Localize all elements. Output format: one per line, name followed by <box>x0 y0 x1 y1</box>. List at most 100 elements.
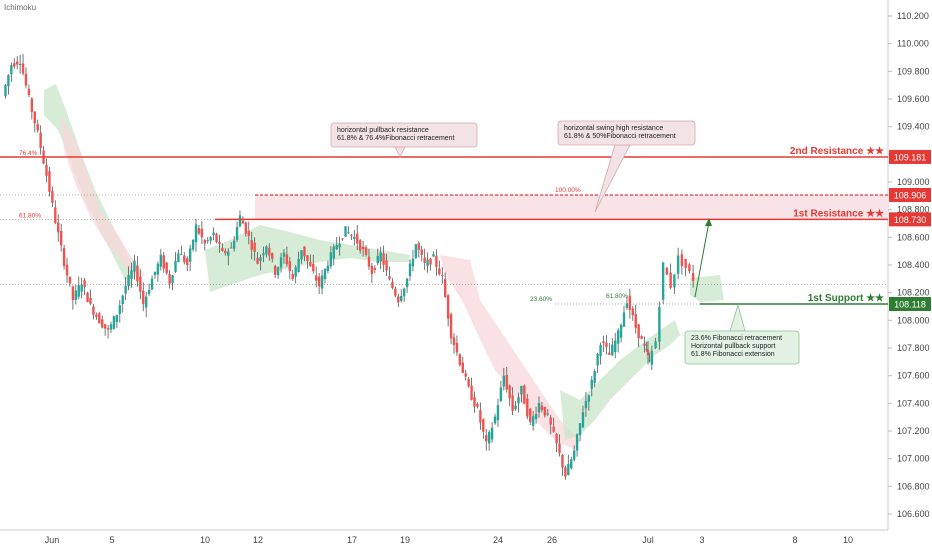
candle-down <box>39 132 42 149</box>
note-swing-high-line: 61.8% & 50%Fibonacci retracement <box>564 133 676 140</box>
candle-down <box>13 63 16 67</box>
candle-up <box>517 397 520 404</box>
candle-up <box>584 401 588 409</box>
candle-up <box>567 464 570 476</box>
candle-down <box>268 247 271 256</box>
x-tick-label: 19 <box>400 535 410 545</box>
candle-down <box>215 233 218 242</box>
candle-up <box>414 244 418 258</box>
candle-up <box>212 232 215 236</box>
candle-down <box>684 258 687 269</box>
candle-down <box>631 308 635 316</box>
y-tick-label: 107.600 <box>897 371 930 381</box>
candle-up <box>10 65 13 75</box>
candle-down <box>197 228 201 234</box>
candle-up <box>191 239 195 250</box>
second-resistance-badge-value: 109.181 <box>894 152 927 162</box>
projection-arrow-head <box>705 218 712 226</box>
candle-down <box>92 306 95 315</box>
candle-down <box>51 190 54 203</box>
candle-up <box>650 350 654 365</box>
candle-up <box>376 255 379 264</box>
candle-down <box>423 257 426 263</box>
candle-up <box>112 316 116 329</box>
candle-up <box>265 246 268 255</box>
candle-up <box>408 263 412 277</box>
ichimoku-cloud <box>440 255 580 450</box>
candle-up <box>379 252 382 262</box>
first-resistance-label: 1st Resistance ★★ <box>793 208 884 219</box>
candle-down <box>608 352 611 355</box>
candle-up <box>496 405 500 421</box>
candle-down <box>508 385 511 399</box>
candle-down <box>394 288 397 296</box>
note-pullback-resistance-line: 61.8% & 76.4%Fibonacci retracement <box>337 135 455 142</box>
candle-up <box>174 260 177 272</box>
candle-down <box>291 273 294 279</box>
candle-down <box>391 281 394 289</box>
note-pullback-resistance-line: horizontal pullback resistance <box>337 127 429 134</box>
x-tick-label: 12 <box>253 535 263 545</box>
candle-up <box>320 275 324 289</box>
candle-down <box>350 234 353 236</box>
candle-down <box>645 349 648 351</box>
candle-down <box>646 350 650 356</box>
candle-down <box>417 243 421 250</box>
candle-down <box>241 220 245 224</box>
candle-up <box>502 375 506 387</box>
x-tick-label: Jul <box>642 535 654 545</box>
candle-down <box>54 207 57 223</box>
candle-up <box>323 268 327 280</box>
y-tick-label: 108.800 <box>897 205 930 215</box>
candle-down <box>57 222 60 233</box>
y-tick-label: 109.400 <box>897 122 930 132</box>
fib-label: 61.80% <box>606 293 628 300</box>
candle-down <box>106 328 110 330</box>
x-tick-label: 26 <box>547 535 557 545</box>
candle-up <box>587 395 591 402</box>
candle-down <box>361 246 365 250</box>
candle-down <box>446 295 450 319</box>
candle-down <box>68 276 72 284</box>
candle-up <box>18 64 22 66</box>
candle-down <box>540 405 544 411</box>
candle-down <box>441 275 444 277</box>
candle-up <box>127 274 130 287</box>
candle-up <box>622 312 626 327</box>
candle-up <box>300 250 303 260</box>
candle-down <box>315 275 318 281</box>
candle-down <box>33 111 36 124</box>
candle-down <box>449 314 453 339</box>
axis-panel <box>888 0 932 550</box>
candle-down <box>244 222 248 234</box>
swing-high-badge-value: 108.906 <box>894 191 927 201</box>
candle-down <box>643 343 646 346</box>
note-support-tail <box>729 303 746 332</box>
candle-up <box>130 270 133 279</box>
candle-up <box>153 271 157 276</box>
first-support-badge-value: 108.118 <box>894 300 926 310</box>
resistance-zone <box>255 195 888 220</box>
candle-down <box>688 264 691 272</box>
candle-down <box>288 261 292 272</box>
candle-up <box>159 254 163 267</box>
candle-down <box>482 419 485 432</box>
candle-down <box>250 240 253 250</box>
ichimoku-cloud <box>560 320 680 440</box>
candle-down <box>271 253 274 260</box>
candle-down <box>637 324 640 339</box>
candle-down <box>21 63 25 74</box>
candle-up <box>109 324 113 330</box>
candle-up <box>499 387 503 402</box>
candle-down <box>101 319 104 328</box>
candle-down <box>505 375 508 390</box>
fib-label: 61.80% <box>19 212 41 219</box>
candle-up <box>121 295 124 304</box>
candle-up <box>177 253 180 263</box>
note-support-line: 61.8% Fibonacci extension <box>691 351 775 358</box>
candle-up <box>232 240 236 249</box>
candle-up <box>490 427 494 440</box>
y-tick-label: 108.000 <box>897 315 930 325</box>
